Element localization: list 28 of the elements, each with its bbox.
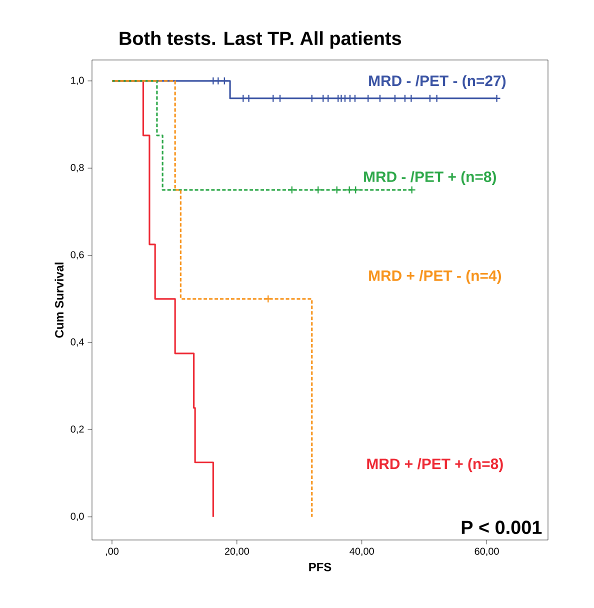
x-tick-label: 60,00 — [474, 548, 499, 556]
y-tick-label: 1,0 — [71, 76, 84, 86]
point — [314, 186, 322, 194]
point — [288, 186, 296, 194]
point — [408, 186, 416, 194]
x-tick-label: 40,00 — [350, 548, 374, 556]
point — [209, 76, 218, 86]
annotation: P < 0.001 — [462, 520, 542, 534]
point — [214, 76, 222, 86]
series-label: MRD - /PET - (n=27) — [369, 75, 506, 90]
y-axis-title: Cum Survival — [54, 262, 64, 338]
x-tick-label: 20,00 — [224, 548, 249, 556]
chart-title: Both tests. Last TP. All patients — [120, 31, 402, 49]
y-tick-label: 0,6 — [70, 251, 84, 260]
point — [345, 186, 354, 194]
text: MRD + /PET - (n=4) — [369, 270, 501, 284]
point — [352, 186, 360, 194]
y-tick-label: 0,0 — [70, 512, 84, 522]
point — [264, 294, 272, 303]
y-tick-label: 0,4 — [70, 338, 84, 347]
x-tick-label: ,00 — [106, 548, 119, 556]
series-label: MRD - /PET + (n=8) — [364, 171, 496, 186]
point — [220, 76, 229, 86]
text: MRD + /PET + (n=8) — [367, 458, 503, 472]
point — [332, 186, 341, 194]
y-tick-label: 0,2 — [70, 426, 84, 434]
x-axis-title: PFS — [309, 562, 332, 572]
y-tick-label: 0,8 — [70, 164, 84, 172]
